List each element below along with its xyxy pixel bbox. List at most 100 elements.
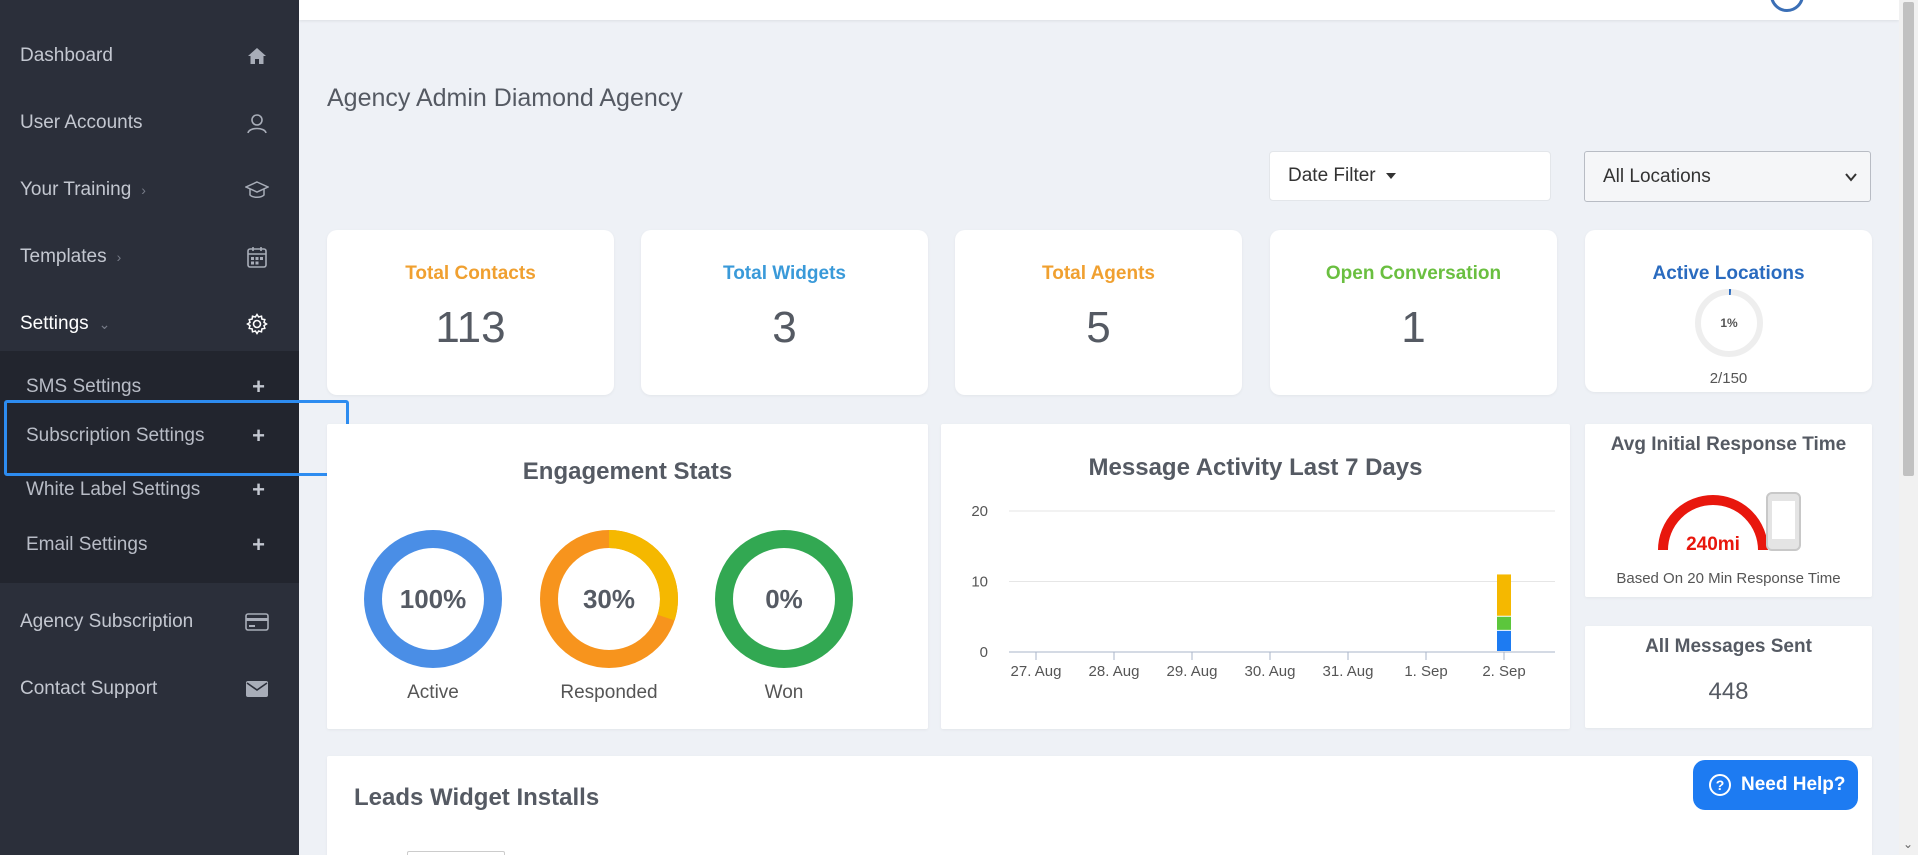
submenu-item-label: Subscription Settings — [26, 425, 205, 446]
donut-value-responded: 30% — [583, 584, 635, 614]
donut-label-active: Active — [407, 682, 459, 703]
submenu-item-subscription-settings[interactable]: Subscription Settings + — [0, 414, 299, 458]
question-icon: ? — [1709, 774, 1731, 796]
stat-card-total-contacts: Total Contacts 113 — [327, 230, 614, 395]
engagement-title: Engagement Stats — [522, 458, 733, 485]
sidebar-item-your-training[interactable]: Your Training › — [0, 165, 299, 215]
caret-down-icon — [1385, 173, 1396, 179]
bar-segment — [1497, 574, 1511, 616]
sidebar-item-dashboard[interactable]: Dashboard — [0, 31, 299, 81]
x-tick-label: 2. Sep — [1482, 663, 1525, 680]
messages-sent-value: 448 — [1708, 678, 1749, 705]
response-gauge: 240mi — [1658, 492, 1801, 555]
sidebar-item-label: Your Training — [20, 179, 132, 200]
submenu-item-label: Email Settings — [26, 534, 148, 555]
submenu-item-email-settings[interactable]: Email Settings + — [0, 523, 299, 567]
y-tick-label: 20 — [971, 503, 988, 520]
message-activity-card: Message Activity Last 7 Days 0 10 20 27. Au… — [941, 424, 1570, 729]
sidebar-item-user-accounts[interactable]: User Accounts — [0, 98, 299, 148]
stat-value: 113 — [435, 303, 506, 352]
stat-card-total-widgets: Total Widgets 3 — [641, 230, 928, 395]
location-select-value: All Locations — [1603, 165, 1711, 187]
donut-active: 100% — [364, 530, 502, 668]
sidebar-item-label: Settings — [20, 313, 89, 334]
leads-widget-control[interactable] — [407, 851, 505, 855]
bar-segment — [1497, 616, 1511, 630]
stat-card-open-conversation: Open Conversation 1 — [1270, 230, 1557, 395]
submenu-item-white-label-settings[interactable]: White Label Settings + — [0, 468, 299, 512]
leads-widget-card: Leads Widget Installs — [327, 756, 1872, 855]
engagement-donuts: 100% 30% 0% — [364, 530, 853, 668]
submenu-item-label: SMS Settings — [26, 376, 142, 397]
response-time-card: Avg Initial Response Time 240mi Based On… — [1585, 424, 1872, 597]
sidebar: Dashboard User Accounts Your Training › … — [0, 0, 299, 855]
donut-value-won: 0% — [765, 584, 803, 614]
plus-icon[interactable]: + — [252, 477, 265, 502]
engagement-stats-card: Engagement Stats 100% 30% 0% Active Respon… — [327, 424, 928, 729]
sidebar-item-templates[interactable]: Templates › — [0, 232, 299, 282]
date-filter-button[interactable]: Date Filter — [1269, 151, 1551, 201]
sidebar-item-label: User Accounts — [20, 112, 143, 133]
scroll-down-arrow[interactable]: ⌄ — [1903, 837, 1914, 851]
response-time-title: Avg Initial Response Time — [1610, 434, 1847, 455]
messages-sent-title: All Messages Sent — [1645, 636, 1812, 657]
x-tick-label: 29. Aug — [1167, 663, 1218, 680]
location-select[interactable]: All Locations — [1584, 151, 1871, 202]
need-help-button[interactable]: ? Need Help? — [1693, 760, 1858, 810]
active-locations-count: 2/150 — [1709, 370, 1748, 387]
x-tick-label: 1. Sep — [1404, 663, 1447, 680]
calendar-icon — [245, 245, 269, 269]
stat-title: Total Widgets — [723, 263, 846, 284]
active-locations-title: Active Locations — [1652, 263, 1805, 284]
sidebar-item-label: Contact Support — [20, 678, 158, 699]
sidebar-item-contact-support[interactable]: Contact Support — [0, 664, 299, 714]
leads-widget-title: Leads Widget Installs — [354, 784, 600, 811]
donut-label-responded: Responded — [560, 682, 658, 703]
x-tick-label: 28. Aug — [1089, 663, 1140, 680]
stat-title: Total Agents — [1042, 263, 1155, 284]
plus-icon[interactable]: + — [252, 532, 265, 557]
phone-icon — [1766, 492, 1801, 551]
page-title: Agency Admin Diamond Agency — [327, 84, 683, 112]
submenu-item-label: White Label Settings — [26, 479, 201, 500]
chevron-right-icon: › — [141, 182, 146, 198]
stat-title: Total Contacts — [405, 263, 536, 284]
envelope-icon — [245, 677, 269, 701]
submenu-item-sms-settings[interactable]: SMS Settings + — [0, 365, 299, 409]
top-bar — [299, 0, 1899, 20]
plus-icon[interactable]: + — [252, 423, 265, 448]
plus-icon[interactable]: + — [252, 374, 265, 399]
message-activity-chart: 0 10 20 27. Aug 28. Aug 29. Aug 30. Aug 31. Aug… — [971, 503, 1555, 680]
chevron-right-icon: › — [116, 249, 122, 265]
stat-value: 5 — [1086, 303, 1111, 352]
stat-value: 1 — [1401, 303, 1426, 352]
stat-value: 3 — [772, 303, 797, 352]
stat-card-total-agents: Total Agents 5 — [955, 230, 1242, 395]
home-icon — [245, 44, 269, 68]
sidebar-item-label: Dashboard — [20, 45, 113, 66]
sidebar-item-agency-subscription[interactable]: Agency Subscription — [0, 597, 299, 647]
bar-segment — [1497, 630, 1511, 651]
gear-icon — [245, 312, 269, 336]
active-locations-gauge: 1% — [1695, 289, 1763, 357]
need-help-label: Need Help? — [1741, 774, 1846, 795]
donut-label-won: Won — [764, 682, 804, 703]
x-tick-label: 27. Aug — [1011, 663, 1062, 680]
donut-won: 0% — [715, 530, 853, 668]
sidebar-item-label: Templates — [20, 246, 107, 267]
page-scrollbar[interactable]: ⌄ — [1899, 0, 1918, 855]
active-locations-percent: 1% — [1720, 316, 1738, 330]
donut-value-active: 100% — [400, 584, 467, 614]
sidebar-item-settings[interactable]: Settings ⌄ — [0, 299, 299, 349]
messages-sent-card: All Messages Sent 448 — [1585, 626, 1872, 728]
response-time-note: Based On 20 Min Response Time — [1616, 570, 1841, 587]
user-icon — [245, 111, 269, 135]
sidebar-item-label: Agency Subscription — [20, 611, 194, 632]
stat-title: Open Conversation — [1325, 263, 1502, 284]
y-tick-label: 10 — [971, 574, 988, 591]
scrollbar-thumb[interactable] — [1903, 2, 1914, 476]
active-locations-card: Active Locations 1% 2/150 — [1585, 230, 1872, 392]
response-time-value: 240mi — [1686, 534, 1740, 555]
chevron-down-icon: ⌄ — [98, 315, 111, 332]
x-tick-label: 30. Aug — [1245, 663, 1296, 680]
